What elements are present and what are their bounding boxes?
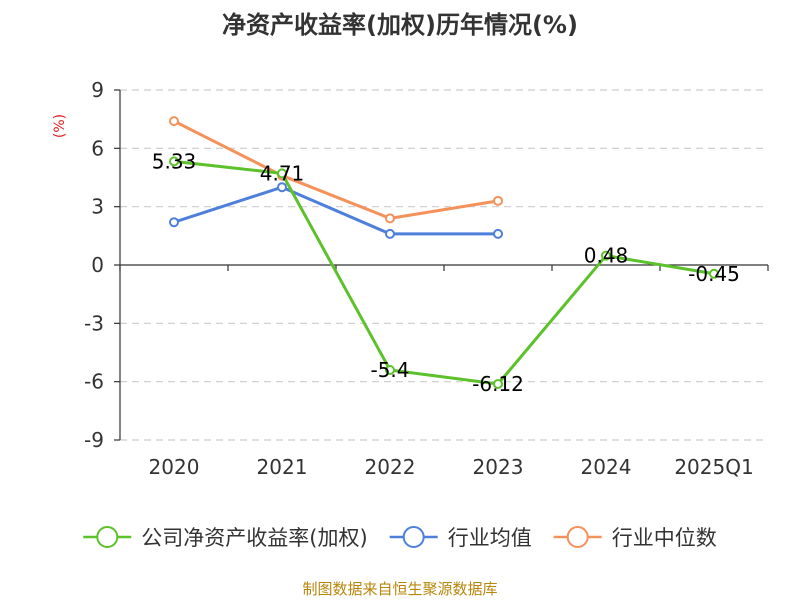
series-group — [169, 116, 719, 389]
data-point — [493, 379, 503, 389]
data-label: 0.48 — [584, 244, 629, 268]
data-point — [385, 228, 395, 239]
x-tick-label: 2022 — [365, 455, 416, 479]
x-tick-label: 2025Q1 — [674, 455, 753, 479]
data-point — [601, 250, 611, 261]
legend-item-1: 行业均值 — [389, 526, 532, 550]
y-tick-labels: 9 6 3 0 -3 -6 -9 — [84, 78, 104, 452]
y-tick-label: -9 — [84, 428, 104, 452]
y-tick-label: -3 — [84, 311, 104, 335]
y-tick-label: 3 — [91, 195, 104, 219]
x-tick-labels: 2020 2021 2022 2023 2024 2025Q1 — [149, 455, 754, 479]
legend-label: 行业均值 — [448, 526, 532, 550]
data-point — [385, 213, 395, 224]
data-labels: 5.33 4.71 -5.4 -6.12 0.48 -0.45 — [152, 149, 740, 396]
legend-label: 公司净资产收益率(加权) — [141, 526, 367, 550]
source-note: 制图数据来自恒生聚源数据库 — [302, 580, 497, 598]
series-0 — [169, 156, 719, 389]
y-tick-label: -6 — [84, 370, 104, 394]
series-1 — [169, 182, 503, 239]
legend-label: 行业中位数 — [612, 526, 717, 550]
y-tick-label: 6 — [91, 136, 104, 160]
y-tick-label: 9 — [91, 78, 104, 102]
x-tick-label: 2023 — [473, 455, 524, 479]
chart-title: 净资产收益率(加权)历年情况(%) — [222, 11, 578, 39]
legend-marker — [566, 526, 589, 548]
legend: 公司净资产收益率(加权) 行业均值 行业中位数 — [83, 526, 717, 550]
data-point — [169, 116, 179, 127]
data-label: 5.33 — [152, 149, 197, 173]
legend-item-0: 公司净资产收益率(加权) — [83, 526, 368, 550]
data-point — [277, 182, 287, 193]
data-point — [169, 156, 179, 167]
data-label: 4.71 — [260, 161, 305, 185]
data-label: -5.4 — [370, 358, 409, 382]
data-label: -6.12 — [472, 372, 524, 396]
data-label: -0.45 — [688, 262, 740, 286]
x-tick-label: 2021 — [257, 455, 308, 479]
legend-item-2: 行业中位数 — [553, 526, 717, 550]
legend-marker — [402, 526, 425, 548]
legend-marker — [96, 526, 119, 548]
x-tick-label: 2024 — [581, 455, 632, 479]
data-point — [493, 195, 503, 206]
series-line — [173, 159, 715, 386]
data-point — [277, 168, 287, 179]
data-point — [493, 228, 503, 239]
series-line — [173, 119, 499, 220]
data-point — [385, 365, 395, 375]
data-point — [709, 268, 719, 279]
y-tick-label: 0 — [91, 253, 104, 277]
series-line — [173, 185, 498, 236]
data-point — [169, 217, 179, 228]
x-tick-label: 2020 — [149, 455, 200, 479]
y-axis-label: (%) — [52, 114, 68, 138]
